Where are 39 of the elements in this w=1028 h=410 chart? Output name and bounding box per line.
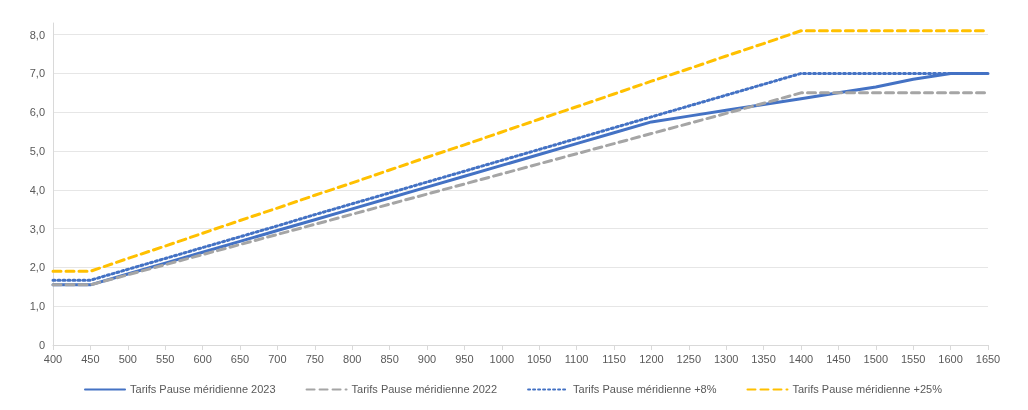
x-tick-label: 1100 bbox=[564, 352, 589, 365]
legend-label: Tarifs Pause méridienne +25% bbox=[792, 383, 943, 396]
x-tick-label: 450 bbox=[81, 352, 100, 365]
x-tick-label: 700 bbox=[268, 352, 287, 365]
legend-label: Tarifs Pause méridienne 2022 bbox=[351, 383, 498, 396]
x-tick-label: 400 bbox=[43, 352, 63, 365]
legend-label: Tarifs Pause méridienne 2023 bbox=[130, 383, 276, 396]
x-tick-label: 1650 bbox=[975, 352, 1001, 365]
y-tick-label: 1,0 bbox=[29, 300, 45, 313]
y-tick-label: 3,0 bbox=[29, 222, 45, 235]
x-tick-label: 1150 bbox=[602, 352, 626, 365]
y-tick-label: 6,0 bbox=[29, 106, 45, 119]
legend-label: Tarifs Pause méridienne +8% bbox=[573, 383, 717, 396]
x-tick-label: 500 bbox=[118, 352, 137, 365]
x-tick-label: 1050 bbox=[526, 352, 552, 365]
y-tick-label: 8,0 bbox=[29, 28, 45, 41]
x-tick-label: 600 bbox=[193, 352, 212, 365]
x-tick-label: 550 bbox=[156, 352, 175, 365]
x-tick-label: 1250 bbox=[676, 352, 702, 365]
x-tick-label: 1600 bbox=[938, 352, 963, 365]
x-tick-label: 1300 bbox=[713, 352, 739, 365]
y-tick-label: 5,0 bbox=[29, 145, 45, 158]
y-tick-label: 4,0 bbox=[29, 183, 45, 196]
x-tick-label: 1350 bbox=[751, 352, 776, 365]
y-tick-label: 2,0 bbox=[29, 261, 45, 274]
x-tick-label: 1400 bbox=[788, 352, 814, 365]
x-tick-label: 900 bbox=[417, 352, 437, 365]
x-tick-label: 800 bbox=[343, 352, 362, 365]
x-tick-label: 650 bbox=[230, 352, 250, 365]
x-tick-label: 1550 bbox=[900, 352, 926, 365]
x-tick-label: 1000 bbox=[489, 352, 515, 365]
y-tick-label: 0 bbox=[38, 339, 45, 351]
x-tick-label: 850 bbox=[380, 352, 399, 365]
x-tick-label: 1500 bbox=[863, 352, 889, 365]
x-tick-label: 950 bbox=[455, 352, 474, 365]
x-tick-label: 750 bbox=[305, 352, 324, 365]
x-tick-label: 1200 bbox=[639, 352, 664, 365]
x-tick-label: 1450 bbox=[826, 352, 851, 365]
y-tick-label: 7,0 bbox=[29, 67, 45, 80]
